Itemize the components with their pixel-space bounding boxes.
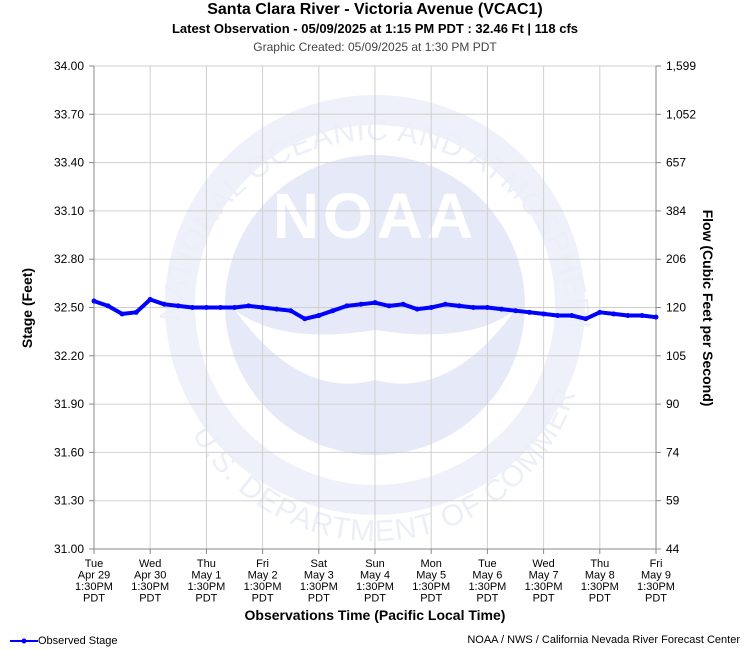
y-tick-label: 31.30 xyxy=(54,494,84,508)
observed-stage-point xyxy=(569,313,575,319)
observed-stage-point xyxy=(203,305,209,310)
observed-stage-point xyxy=(175,303,181,309)
observed-stage-point xyxy=(147,296,153,302)
observed-stage-point xyxy=(583,316,589,322)
y-right-tick-label: 74 xyxy=(666,445,680,459)
observed-stage-point xyxy=(653,314,659,320)
watermark-logo-text: NOAA xyxy=(273,180,477,252)
observed-stage-point xyxy=(302,316,308,322)
y-right-tick-label: 1,599 xyxy=(666,59,696,73)
graphic-created: Graphic Created: 05/09/2025 at 1:30 PM P… xyxy=(253,40,497,54)
observed-stage-point xyxy=(274,306,280,312)
observed-stage-point xyxy=(316,313,322,319)
observed-stage-point xyxy=(161,301,167,307)
observed-stage-point xyxy=(597,309,603,315)
y-right-tick-label: 120 xyxy=(666,301,686,315)
x-tick-label: Wed May 7 1:30PM PDT xyxy=(525,558,563,605)
credit-line: NOAA / NWS / California Nevada River For… xyxy=(467,634,740,646)
y-tick-label: 31.00 xyxy=(54,542,84,556)
observed-stage-point xyxy=(625,313,631,319)
observed-stage-point xyxy=(232,305,237,310)
y-axis-label: Stage (Feet) xyxy=(19,268,35,348)
legend-line-icon xyxy=(10,638,38,644)
observed-stage-point xyxy=(639,313,645,319)
observed-stage-point xyxy=(105,303,111,309)
y-right-tick-label: 206 xyxy=(666,252,686,266)
observed-stage-point xyxy=(541,311,547,317)
chart-grid xyxy=(93,65,657,550)
observed-stage-series xyxy=(91,296,659,322)
x-tick-label: Fri May 9 1:30PM PDT xyxy=(637,558,675,605)
x-tick-label: Fri May 2 1:30PM PDT xyxy=(244,558,282,605)
observed-stage-point xyxy=(386,303,392,309)
y-right-tick-label: 90 xyxy=(666,397,680,411)
observed-stage-point xyxy=(330,308,336,314)
y-tick-label: 32.20 xyxy=(54,349,84,363)
x-tick-label: Thu May 8 1:30PM PDT xyxy=(581,558,619,605)
observed-stage-point xyxy=(428,305,434,310)
y-tick-label: 33.10 xyxy=(54,204,84,218)
observed-stage-point xyxy=(358,301,364,307)
observed-stage-point xyxy=(260,305,266,310)
y-right-tick-label: 105 xyxy=(666,349,686,363)
chart-title: Santa Clara River - Victoria Avenue (VCA… xyxy=(207,1,543,18)
y-right-tick-label: 59 xyxy=(666,494,680,508)
latest-observation: Latest Observation - 05/09/2025 at 1:15 … xyxy=(171,21,579,36)
x-tick-label: Tue Apr 29 1:30PM PDT xyxy=(75,558,113,605)
y-tick-label: 31.90 xyxy=(54,397,84,411)
y-tick-label: 33.70 xyxy=(54,107,84,121)
y-right-tick-label: 384 xyxy=(666,204,686,218)
y-axis-right-label: Flow (Cubic Feet per Second) xyxy=(700,210,716,407)
x-tick-label: Sun May 4 1:30PM PDT xyxy=(356,558,394,605)
y-tick-label: 31.60 xyxy=(54,445,84,459)
observed-stage-point xyxy=(288,308,294,314)
observed-stage-point xyxy=(400,301,406,307)
y-right-tick-label: 657 xyxy=(666,156,686,170)
x-axis-label: Observations Time (Pacific Local Time) xyxy=(245,607,506,623)
observed-stage-point xyxy=(414,306,420,312)
observed-stage-point xyxy=(498,306,504,312)
y-tick-label: 34.00 xyxy=(54,59,84,73)
observed-stage-point xyxy=(484,305,490,310)
observed-stage-point xyxy=(527,309,533,315)
x-tick-label: Thu May 1 1:30PM PDT xyxy=(187,558,225,605)
observed-stage-point xyxy=(611,311,617,317)
observed-stage-point xyxy=(217,305,223,310)
x-tick-label: Mon May 5 1:30PM PDT xyxy=(412,558,450,605)
chart-axes: 31.00 44 31.30 59 31.60 74 31.90 90 32.20 105 32.5… xyxy=(54,59,696,605)
x-tick-label: Wed Apr 30 1:30PM PDT xyxy=(131,558,169,605)
observed-stage-point xyxy=(119,311,125,317)
observed-stage-point xyxy=(470,305,476,310)
legend-label: Observed Stage xyxy=(38,635,118,647)
observed-stage-point xyxy=(555,313,561,319)
legend: Observed Stage xyxy=(10,635,118,647)
y-right-tick-label: 1,052 xyxy=(666,107,696,121)
x-tick-label: Sat May 3 1:30PM PDT xyxy=(300,558,338,605)
y-tick-label: 32.80 xyxy=(54,252,84,266)
observed-stage-point xyxy=(344,303,350,309)
observed-stage-point xyxy=(246,303,252,309)
observed-stage-point xyxy=(513,308,518,314)
noaa-watermark: NATIONAL OCEANIC AND ATMOSPHERIC ADMINIS… xyxy=(0,0,595,548)
observed-stage-point xyxy=(91,298,97,304)
observed-stage-point xyxy=(133,309,139,315)
y-tick-label: 33.40 xyxy=(54,156,84,170)
observed-stage-point xyxy=(456,303,462,309)
observed-stage-point xyxy=(372,300,378,306)
y-tick-label: 32.50 xyxy=(54,301,84,315)
x-tick-label: Tue May 6 1:30PM PDT xyxy=(468,558,506,605)
observed-stage-point xyxy=(189,305,195,310)
y-right-tick-label: 44 xyxy=(666,542,680,556)
observed-stage-point xyxy=(442,301,448,307)
